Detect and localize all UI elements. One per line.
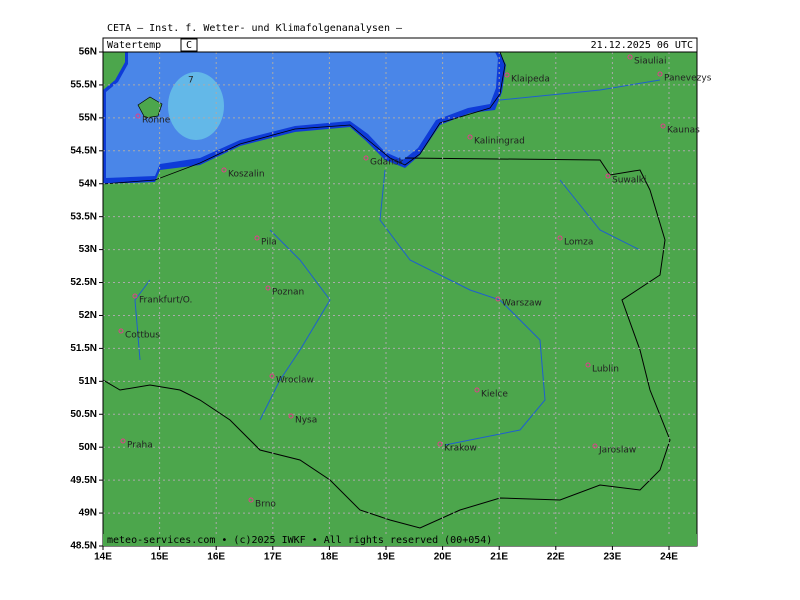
rivers bbox=[134, 79, 661, 446]
lon-label: 15E bbox=[151, 552, 169, 563]
city-label: Koszalin bbox=[228, 170, 265, 180]
lat-label: 50.5N bbox=[70, 409, 97, 420]
lat-label: 55N bbox=[79, 113, 97, 124]
lat-label: 50N bbox=[79, 442, 97, 453]
bornholm bbox=[137, 96, 163, 119]
city-dot bbox=[495, 296, 501, 302]
sweden-coast bbox=[103, 52, 125, 90]
lat-label: 51N bbox=[79, 376, 97, 387]
lat-label: 53N bbox=[79, 244, 97, 255]
city-label: Ronne bbox=[142, 116, 171, 126]
lat-label: 55.5N bbox=[70, 80, 97, 91]
lon-label: 22E bbox=[547, 552, 565, 563]
city-dot bbox=[269, 373, 275, 379]
city-dot bbox=[288, 413, 294, 419]
city-label: Klaipeda bbox=[511, 75, 550, 85]
date: 21.12.2025 06 UTC bbox=[591, 40, 693, 51]
city-dot bbox=[120, 438, 126, 444]
lat-label: 52N bbox=[79, 310, 97, 321]
lat-label: 56N bbox=[79, 47, 97, 58]
city-label: Kaunas bbox=[667, 126, 700, 136]
city-dot bbox=[585, 362, 591, 368]
city-label: Jaroslaw bbox=[598, 446, 636, 456]
cold-water-patch bbox=[168, 72, 224, 140]
lat-label: 54.5N bbox=[70, 145, 97, 156]
lon-label: 14E bbox=[94, 552, 112, 563]
lon-label: 21E bbox=[490, 552, 508, 563]
city-dot bbox=[467, 134, 473, 140]
city-dot bbox=[504, 72, 510, 78]
city-label: Lomza bbox=[564, 238, 593, 248]
lat-label: 49N bbox=[79, 508, 97, 519]
city-dot bbox=[437, 441, 443, 447]
page-title: CETA – Inst. f. Wetter- und Klimafolgena… bbox=[107, 23, 403, 34]
city-label: Poznan bbox=[272, 288, 304, 298]
city-label: Kaliningrad bbox=[474, 137, 525, 147]
contour-label: 7 bbox=[188, 76, 194, 86]
city-dot bbox=[660, 123, 666, 129]
city-label: Wroclaw bbox=[276, 376, 314, 386]
city-dot bbox=[474, 387, 480, 393]
city-label: Lublin bbox=[592, 365, 619, 375]
border bbox=[102, 157, 671, 529]
city-label: Krakow bbox=[444, 444, 477, 454]
lon-label: 18E bbox=[321, 552, 339, 563]
lon-label: 23E bbox=[604, 552, 622, 563]
city-dot bbox=[605, 173, 611, 179]
footer: meteo-services.com • (c)2025 IWKF • All … bbox=[107, 535, 492, 546]
lon-label: 24E bbox=[660, 552, 678, 563]
lat-label: 48.5N bbox=[70, 541, 97, 552]
unit: C bbox=[186, 40, 192, 51]
city-dot bbox=[135, 113, 141, 119]
city-label: Suwalki bbox=[612, 176, 647, 186]
city-dot bbox=[557, 235, 563, 241]
parameter: Watertemp bbox=[107, 40, 161, 51]
city-dot bbox=[657, 71, 663, 77]
city-label: Praha bbox=[127, 441, 153, 451]
lat-label: 52.5N bbox=[70, 277, 97, 288]
city-label: Nysa bbox=[295, 416, 317, 426]
lat-label: 51.5N bbox=[70, 343, 97, 354]
city-dot bbox=[254, 235, 260, 241]
coastline bbox=[102, 51, 506, 185]
city-dot bbox=[221, 167, 227, 173]
map bbox=[102, 51, 697, 546]
city-label: Panevezys bbox=[664, 74, 712, 84]
city-dot bbox=[592, 443, 598, 449]
city-dot bbox=[363, 155, 369, 161]
lon-label: 16E bbox=[207, 552, 225, 563]
city-label: Brno bbox=[255, 500, 276, 510]
city-dot bbox=[118, 328, 124, 334]
city-label: Cottbus bbox=[125, 331, 160, 341]
city-label: Frankfurt/O. bbox=[139, 296, 192, 306]
city-dot bbox=[132, 293, 138, 299]
lat-label: 54N bbox=[79, 178, 97, 189]
city-label: Gdansk bbox=[370, 158, 405, 168]
unit-box bbox=[180, 38, 198, 52]
lon-label: 20E bbox=[434, 552, 452, 563]
footer-bar bbox=[103, 534, 697, 546]
city-dot bbox=[265, 285, 271, 291]
lon-label: 17E bbox=[264, 552, 282, 563]
lon-label: 19E bbox=[377, 552, 395, 563]
city-label: Siauliai bbox=[634, 57, 666, 67]
city-dot bbox=[627, 54, 633, 60]
lat-label: 49.5N bbox=[70, 475, 97, 486]
city-label: Pila bbox=[261, 238, 277, 248]
lat-label: 53.5N bbox=[70, 211, 97, 222]
city-label: Warszaw bbox=[502, 299, 542, 309]
city-label: Kielce bbox=[481, 390, 508, 400]
city-dot bbox=[248, 497, 254, 503]
